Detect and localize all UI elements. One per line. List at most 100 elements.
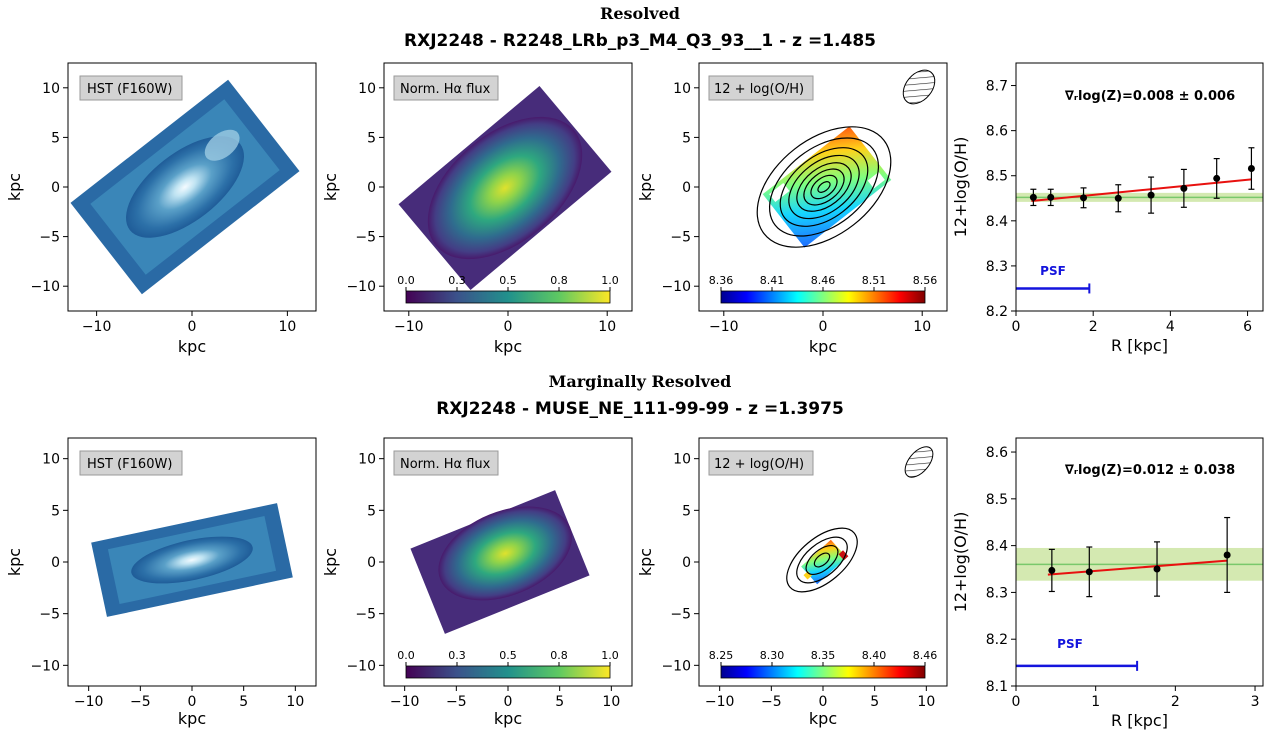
y-tick-label: 5 [51,130,60,146]
row2-hst-xlabel: kpc [178,709,206,728]
y-tick-label: 10 [42,452,60,468]
data-point [1114,194,1122,202]
y-tick-label: 0 [367,180,376,196]
y-axis-label: 12+log(O/H) [951,512,970,613]
y-tick-label: −5 [39,230,60,246]
y-tick-label: 0 [51,180,60,196]
y-tick-label: −10 [30,279,60,295]
colorbar-tick-label: 0.3 [448,274,466,287]
row2-title: RXJ2248 - MUSE_NE_111-99-99 - z =1.3975 [436,399,844,419]
y-tick-label: 10 [673,81,691,97]
colorbar-tick-label: 8.56 [913,274,938,287]
x-tick-label: 0 [819,694,828,710]
row1-hst-panel: HST (F160W) −10 0 10 10 5 0 −5 −10 kpc kpc [5,62,317,356]
y-axis-label: 12+log(O/H) [951,137,970,238]
row2-ha-xlabel: kpc [494,709,522,728]
y-tick-label: 0 [682,555,691,571]
plot-frame [1015,437,1264,687]
x-tick-label: 0 [188,694,197,710]
row2-hst-panel: HST (F160W) −10 −5 0 5 10 10 5 0 −5 −10 kpc kpc [5,437,317,728]
colorbar-tick-label: 8.35 [811,649,836,662]
row2-oh-ylabel: kpc [636,548,655,576]
row1-gradient-panel: 0 2 4 6 8.2 8.3 8.4 8.5 8.6 8.7 R [kpc] 12+log(O/H)… [951,62,1264,355]
row1-ha-panel: Norm. Hα flux 0.0 0.3 0.5 0.8 1.0 −10 0 10 10 5 0… [321,62,633,356]
colorbar-tick-label: 1.0 [601,649,619,662]
row2-ha-panel: Norm. Hα flux 0.0 0.3 0.5 0.8 1.0 −10 −5 0 5 10 1… [321,437,633,728]
y-tick-label: −10 [346,279,376,295]
metallicity-map-2 [801,539,849,585]
colorbar-tick-label: 8.46 [913,649,938,662]
colorbar-tick-label: 0.5 [499,649,517,662]
y-tick-label: 8.1 [986,679,1008,695]
y-tick-label: 10 [358,452,376,468]
y-tick-label: 0 [51,555,60,571]
row1-oh-colorbar [720,290,926,304]
y-tick-label: 8.2 [986,304,1008,320]
plot-area [1016,63,1263,311]
row1-oh-xlabel: kpc [809,337,837,356]
x-tick-label: 10 [278,319,296,335]
beam-ellipse [902,69,936,105]
row2-ha-label: Norm. Hα flux [400,457,491,472]
colorbar-tick-label: 8.36 [709,274,734,287]
colorbar-tick-label: 0.8 [550,274,568,287]
linear-fit-line [1031,178,1252,202]
colorbar-tick-label: 8.51 [862,274,887,287]
x-tick-label: 2 [1171,694,1180,710]
y-tick-label: 8.2 [986,632,1008,648]
row1-title: RXJ2248 - R2248_LRb_p3_M4_Q3_93__1 - z =… [404,31,876,51]
x-tick-label: 10 [913,319,931,335]
y-tick-label: 0 [367,555,376,571]
colorbar-tick-label: 8.40 [862,649,887,662]
x-tick-label: 0 [504,319,513,335]
y-tick-label: 5 [682,503,691,519]
y-tick-label: −5 [39,607,60,623]
x-tick-label: −10 [74,694,104,710]
y-tick-label: −10 [661,658,691,674]
x-tick-label: −10 [82,319,112,335]
y-tick-label: 0 [682,180,691,196]
x-tick-label: −5 [446,694,467,710]
row1-gradient-label: ∇ᵣlog(Z)=0.008 ± 0.006 [1065,89,1235,104]
x-tick-label: 10 [917,694,935,710]
row2-hst-ylabel: kpc [5,548,24,576]
row2-gradient-panel: 0 1 2 3 8.1 8.2 8.3 8.4 8.5 8.6 R [kpc] 12+log(O/H)… [951,437,1264,730]
y-tick-label: 8.4 [986,539,1008,555]
row1-psf-label: PSF [1040,264,1066,278]
psf-contours-2 [786,527,858,593]
x-tick-label: 5 [239,694,248,710]
colorbar-tick-label: 1.0 [601,274,619,287]
colorbar-tick-label: 0.0 [397,274,415,287]
colorbar-tick-label: 0.8 [550,649,568,662]
x-tick-label: 10 [602,694,620,710]
data-point [1047,193,1055,201]
y-tick-label: 10 [673,452,691,468]
y-tick-label: 5 [367,503,376,519]
row2-kind: Marginally Resolved [549,372,732,391]
colorbar-tick-label: 8.30 [760,649,785,662]
row2-oh-panel: 12 + log(O/H) 8.25 8.30 8.35 8.40 8.46 −10 −5… [636,437,948,728]
y-tick-label: −10 [661,279,691,295]
colorbar-tick-label: 8.25 [709,649,734,662]
data-point [1080,194,1088,202]
x-tick-label: 3 [1251,694,1260,710]
row1-ha-label: Norm. Hα flux [400,82,491,97]
y-tick-label: 8.7 [986,79,1008,95]
ha-flux-map [398,85,612,291]
x-tick-label: 10 [598,319,616,335]
y-tick-label: 8.4 [986,214,1008,230]
y-tick-label: 10 [42,81,60,97]
x-tick-label: 5 [555,694,564,710]
row1-oh-panel: 12 + log(O/H) 8.36 8.41 8.46 8.51 8.56 −10 0 1… [636,62,948,356]
y-tick-label: −10 [346,658,376,674]
row1-hst-ylabel: kpc [5,173,24,201]
y-tick-label: 5 [682,130,691,146]
y-tick-label: −5 [670,607,691,623]
row2-gradient-label: ∇ᵣlog(Z)=0.012 ± 0.038 [1065,463,1235,478]
row2-psf-label: PSF [1057,637,1083,651]
y-tick-label: 8.6 [986,124,1008,140]
row1-ha-xlabel: kpc [494,337,522,356]
data-point [1180,184,1188,192]
y-tick-label: 10 [358,81,376,97]
